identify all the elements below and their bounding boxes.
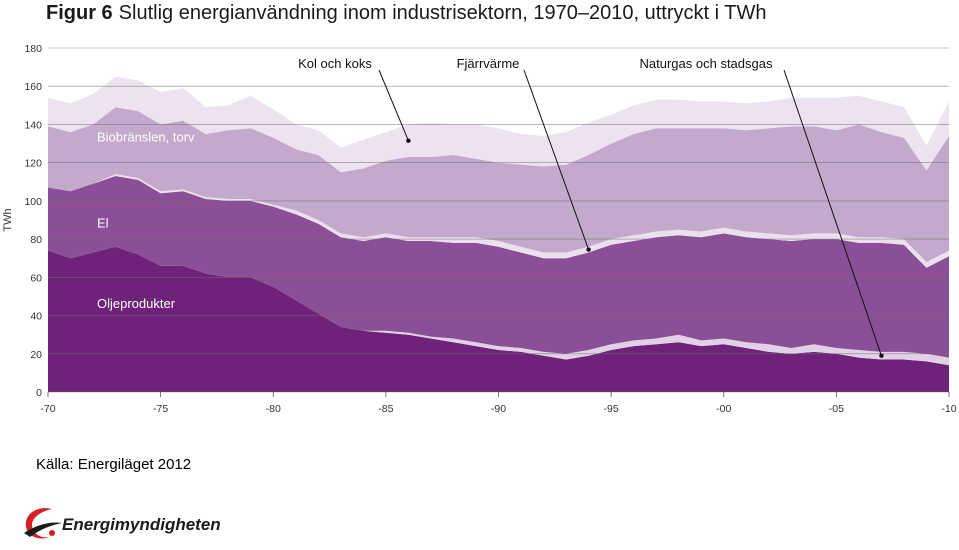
source-note: Källa: Energiläget 2012 bbox=[36, 456, 192, 473]
callout-label-fjarrvarme: Fjärrvärme bbox=[457, 56, 520, 71]
y-tick-label: 160 bbox=[24, 81, 42, 93]
series-label-biobransle: Biobränslen, torv bbox=[97, 130, 195, 145]
figure-title-text: Slutlig energianvändning inom industrise… bbox=[118, 2, 767, 24]
callout-dot-fjarrvarme bbox=[586, 247, 591, 252]
logo-wordmark: Energimyndigheten bbox=[62, 515, 221, 534]
x-tick-label: -85 bbox=[378, 403, 393, 415]
x-tick-label: -95 bbox=[604, 403, 619, 415]
x-tick-label: -70 bbox=[40, 403, 55, 415]
callout-leader-fjarrvarme bbox=[523, 69, 590, 250]
area-el bbox=[48, 176, 949, 358]
energimyndigheten-swoosh-icon bbox=[24, 508, 62, 539]
series-label-el: El bbox=[97, 216, 109, 231]
callout-leader-naturgas bbox=[783, 69, 882, 356]
x-tick-label: -75 bbox=[153, 403, 168, 415]
callout-label-kol: Kol och koks bbox=[298, 56, 372, 71]
x-tick-label: -05 bbox=[829, 403, 844, 415]
y-tick-label: 80 bbox=[30, 234, 42, 246]
x-tick-label: -80 bbox=[266, 403, 281, 415]
y-tick-label: 100 bbox=[24, 196, 42, 208]
stacked-area-chart: 0 20 40 60 80 100 120 140 160 180 -70 -75 -80 -85 -90 -… bbox=[2, 43, 957, 415]
y-axis-title: TWh bbox=[2, 208, 14, 231]
y-tick-label: 120 bbox=[24, 158, 42, 170]
y-tick-label: 60 bbox=[30, 272, 42, 284]
x-tick-label: -00 bbox=[716, 403, 731, 415]
area-biobransle bbox=[48, 107, 949, 262]
chart-title: Figur 6 Slutlig energianvändning inom ind… bbox=[46, 2, 766, 25]
area-naturgas bbox=[48, 246, 949, 366]
y-tick-label: 180 bbox=[24, 43, 42, 55]
callout-leader-kol bbox=[378, 69, 409, 141]
series-label-oljeprodukter: Oljeprodukter bbox=[97, 296, 176, 311]
figure-number: Figur 6 bbox=[46, 2, 113, 24]
x-tick-label: -10 bbox=[941, 403, 956, 415]
callout-label-naturgas: Naturgas och stadsgas bbox=[640, 56, 773, 71]
x-tick-label: -90 bbox=[491, 403, 506, 415]
callout-dot-kol bbox=[406, 138, 411, 143]
y-tick-label: 20 bbox=[30, 349, 42, 361]
callout-dot-naturgas bbox=[879, 353, 884, 358]
energimyndigheten-logo: Energimyndigheten bbox=[22, 503, 221, 545]
y-tick-label: 140 bbox=[24, 119, 42, 131]
y-tick-label: 0 bbox=[36, 387, 42, 399]
y-tick-label: 40 bbox=[30, 311, 42, 323]
area-oljeprodukter bbox=[48, 246, 949, 392]
